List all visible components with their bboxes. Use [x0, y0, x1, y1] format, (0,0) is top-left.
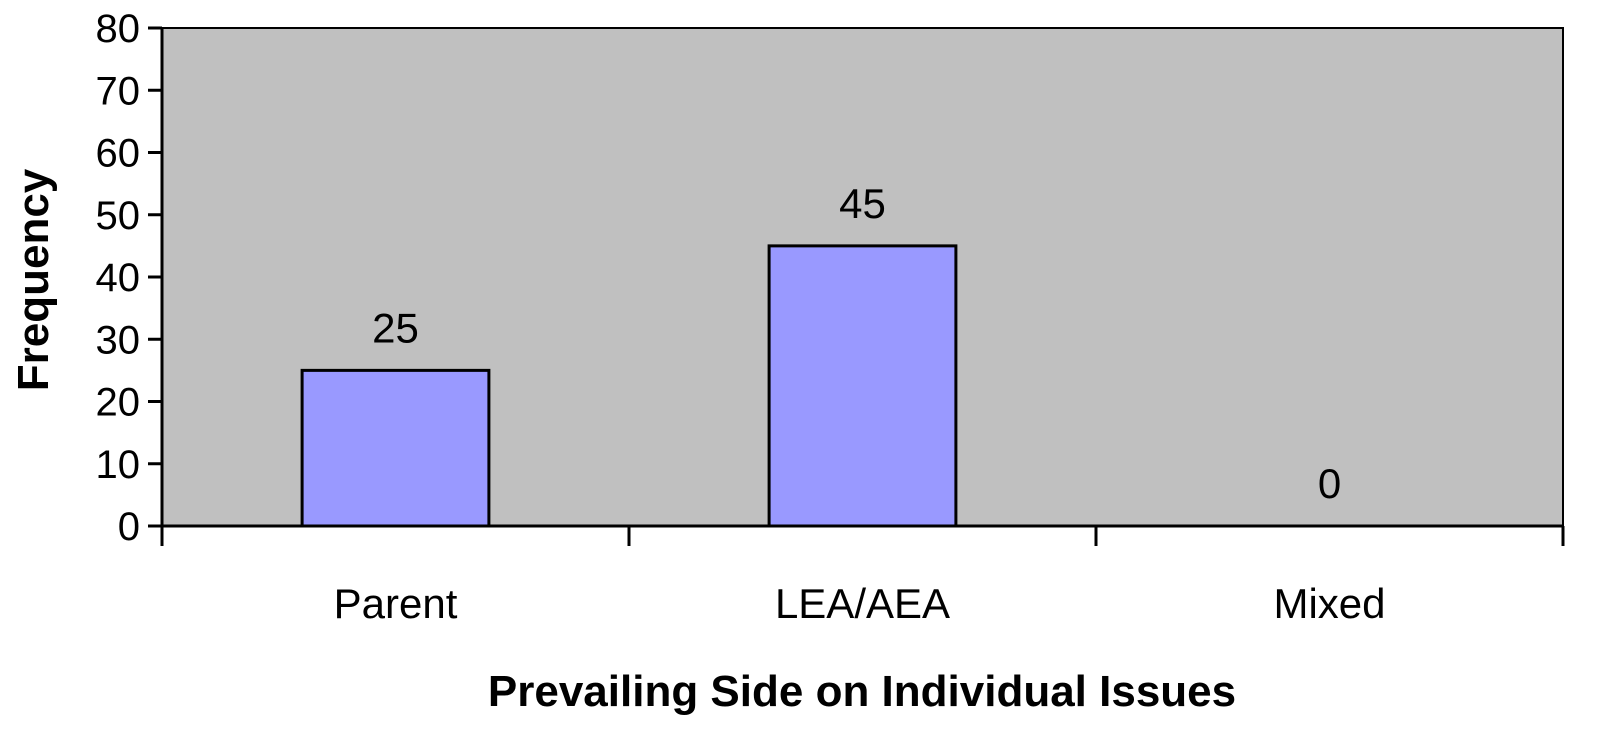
y-tick-label: 80 — [96, 7, 141, 51]
x-tick-label: Mixed — [1273, 580, 1385, 627]
y-tick-label: 30 — [96, 318, 141, 362]
x-tick-label: Parent — [334, 580, 458, 627]
bar-lea-aea — [767, 244, 958, 528]
y-tick-label: 50 — [96, 194, 141, 238]
bars-group — [300, 244, 958, 528]
x-axis-title: Prevailing Side on Individual Issues — [488, 667, 1236, 716]
y-tick-label: 20 — [96, 381, 141, 425]
y-tick-label: 40 — [96, 256, 141, 300]
axes-group — [148, 26, 1565, 546]
labels-group: 25 Parent 45 LEA/AEA 0 Mixed 0 10 20 30 40 50 60 70 80 — [96, 7, 1386, 627]
bar-parent — [300, 368, 491, 528]
y-tick-label: 0 — [118, 505, 140, 549]
data-label: 45 — [839, 180, 886, 227]
y-tick-label: 60 — [96, 132, 141, 176]
data-label: 0 — [1318, 460, 1341, 507]
data-label: 25 — [372, 304, 419, 351]
y-tick-label: 10 — [96, 443, 141, 487]
y-axis-title: Frequency — [9, 168, 58, 391]
y-tick-label: 70 — [96, 69, 141, 113]
x-tick-label: LEA/AEA — [775, 580, 950, 627]
